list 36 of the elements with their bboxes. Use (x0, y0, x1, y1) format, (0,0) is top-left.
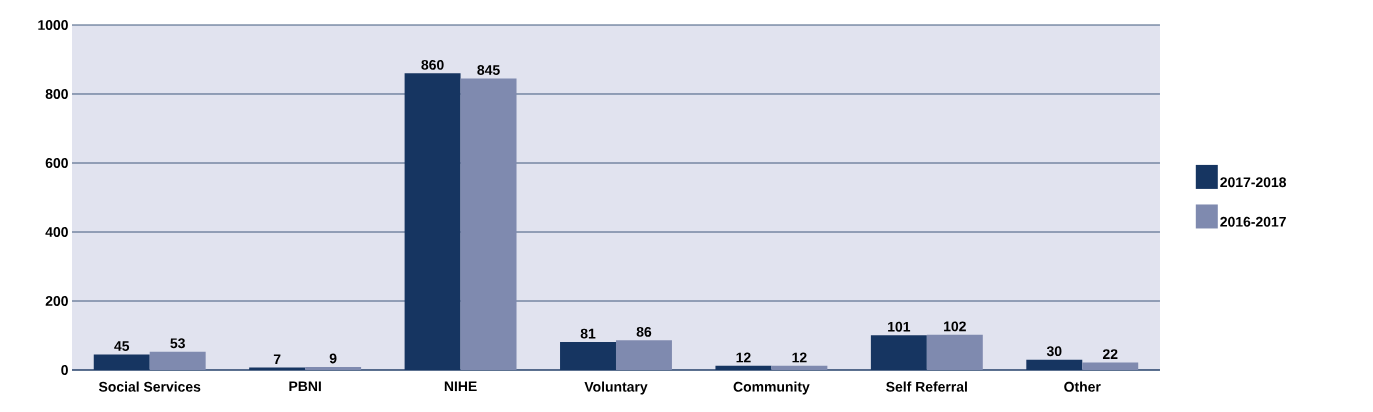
data-label: 12 (792, 352, 807, 363)
bar (149, 351, 206, 370)
legend-label: 2016-2017 (1220, 216, 1286, 227)
data-label: 9 (329, 353, 337, 364)
data-label: 845 (477, 65, 500, 75)
y-tick-label: 0 (61, 365, 68, 375)
x-tick-label: Other (1064, 381, 1101, 392)
legend-label: 2017-2018 (1220, 177, 1287, 188)
bar (771, 365, 828, 370)
x-tick-label: Social Services (98, 381, 201, 392)
y-tick-label: 200 (45, 296, 68, 306)
y-tick-label: 800 (45, 89, 68, 99)
data-label: 101 (888, 321, 911, 332)
bar (1082, 362, 1139, 370)
x-tick-label: PBNI (289, 381, 321, 392)
bar (460, 78, 517, 370)
data-label: 30 (1046, 346, 1062, 357)
y-tick-label: 1000 (38, 20, 68, 30)
data-label: 53 (170, 338, 185, 349)
x-tick-label: Voluntary (584, 381, 648, 395)
data-label: 7 (273, 354, 281, 365)
y-tick-label: 400 (45, 227, 68, 237)
bar (305, 366, 362, 370)
x-tick-label: Community (733, 381, 810, 395)
data-label: 860 (421, 59, 444, 70)
data-label: 22 (1102, 349, 1118, 359)
data-label: 45 (114, 341, 130, 351)
y-tick-label: 600 (45, 158, 68, 168)
data-label: 81 (580, 328, 596, 339)
x-tick-label: Self Referral (886, 381, 967, 392)
bar (926, 334, 983, 370)
x-tick-label: NIHE (444, 381, 477, 392)
bar (615, 340, 672, 370)
data-label: 86 (636, 326, 652, 337)
data-label: 102 (944, 321, 966, 332)
data-label: 12 (736, 352, 751, 363)
